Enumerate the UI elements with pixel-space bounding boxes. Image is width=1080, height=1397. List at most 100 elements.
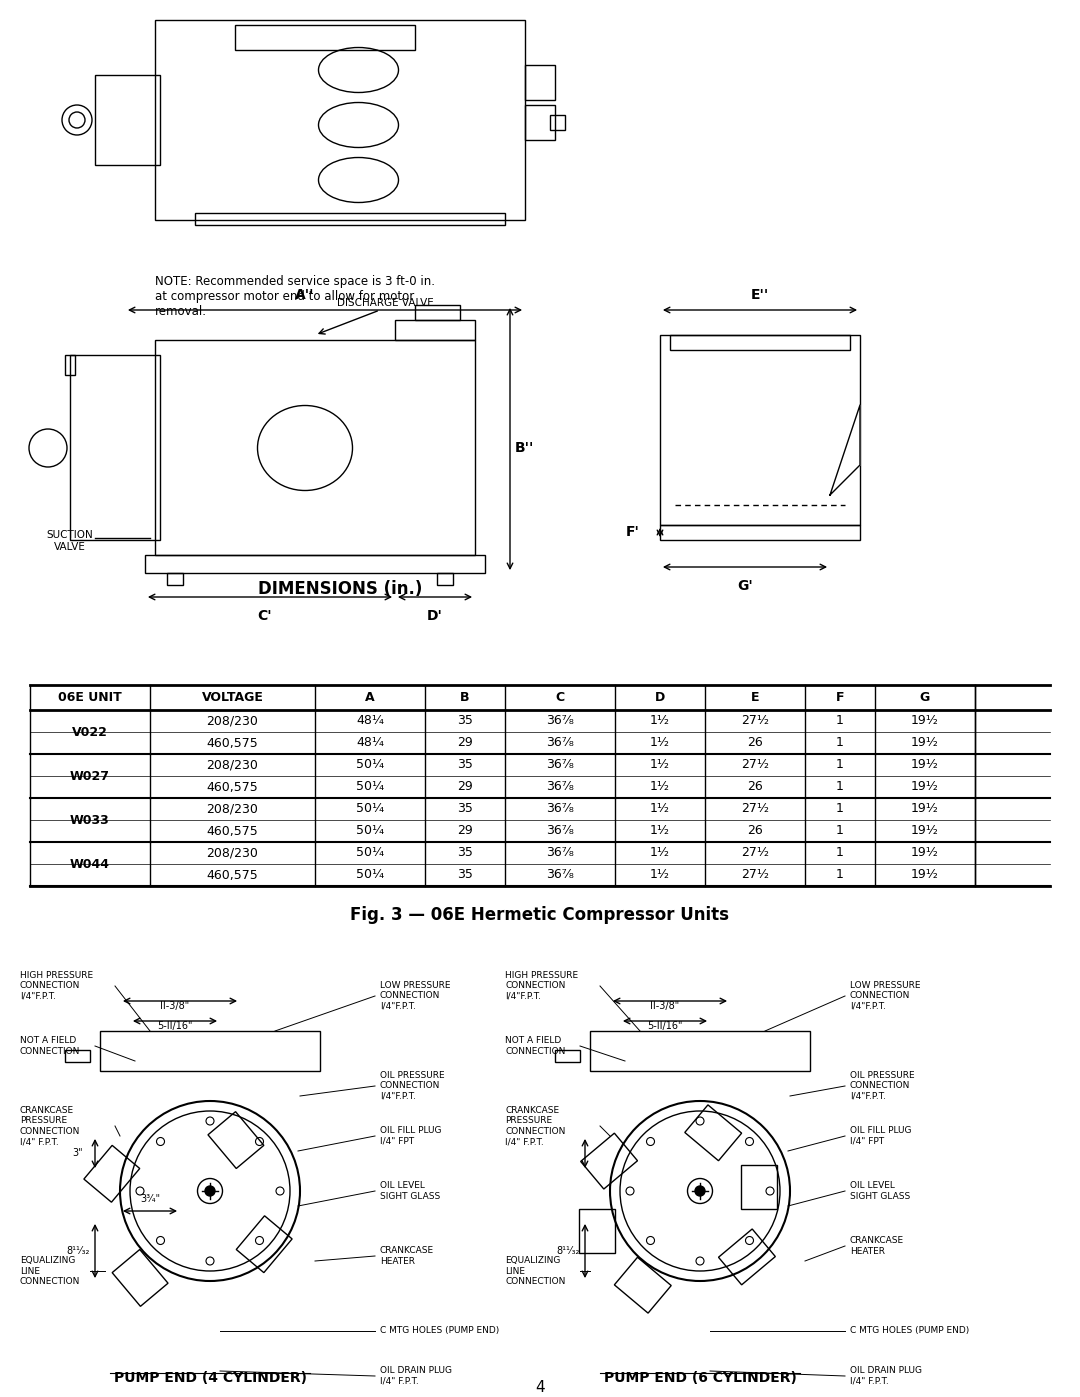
Text: 460,575: 460,575 — [206, 869, 258, 882]
Text: 208/230: 208/230 — [206, 759, 258, 771]
Text: 50¹⁄₄: 50¹⁄₄ — [356, 847, 384, 859]
Text: 50¹⁄₄: 50¹⁄₄ — [356, 802, 384, 816]
Bar — [550, 115, 565, 130]
Bar — [581, 1133, 637, 1189]
Text: C MTG HOLES (PUMP END): C MTG HOLES (PUMP END) — [850, 1327, 969, 1336]
Text: W027: W027 — [70, 770, 110, 782]
Text: Fig. 3 — 06E Hermetic Compressor Units: Fig. 3 — 06E Hermetic Compressor Units — [351, 907, 729, 923]
Text: 1¹⁄₂: 1¹⁄₂ — [650, 824, 670, 837]
Text: OIL FILL PLUG
I/4" FPT: OIL FILL PLUG I/4" FPT — [850, 1126, 912, 1146]
Text: 50¹⁄₄: 50¹⁄₄ — [356, 869, 384, 882]
Bar — [167, 573, 183, 585]
Text: 19¹⁄₂: 19¹⁄₂ — [912, 759, 939, 771]
Text: V022: V022 — [72, 725, 108, 739]
Text: E: E — [751, 692, 759, 704]
Text: 36⁷⁄₈: 36⁷⁄₈ — [546, 824, 573, 837]
Text: G': G' — [738, 578, 753, 592]
Text: 36⁷⁄₈: 36⁷⁄₈ — [546, 736, 573, 750]
Bar — [237, 1215, 292, 1273]
Text: 19¹⁄₂: 19¹⁄₂ — [912, 714, 939, 728]
Bar — [579, 1208, 615, 1253]
Bar — [415, 305, 460, 320]
Text: 19¹⁄₂: 19¹⁄₂ — [912, 824, 939, 837]
Text: 27¹⁄₂: 27¹⁄₂ — [741, 714, 769, 728]
Text: 35: 35 — [457, 714, 473, 728]
Text: 36⁷⁄₈: 36⁷⁄₈ — [546, 759, 573, 771]
Text: 1: 1 — [836, 802, 843, 816]
Text: CRANKCASE
HEATER: CRANKCASE HEATER — [380, 1246, 434, 1266]
Bar — [525, 66, 555, 101]
Text: 19¹⁄₂: 19¹⁄₂ — [912, 781, 939, 793]
Text: 35: 35 — [457, 847, 473, 859]
Text: 50¹⁄₄: 50¹⁄₄ — [356, 824, 384, 837]
Text: 36⁷⁄₈: 36⁷⁄₈ — [546, 781, 573, 793]
Text: NOT A FIELD
CONNECTION: NOT A FIELD CONNECTION — [21, 1037, 80, 1056]
Text: C': C' — [258, 609, 272, 623]
Text: 27¹⁄₂: 27¹⁄₂ — [741, 869, 769, 882]
Bar — [70, 355, 160, 541]
Text: 1: 1 — [836, 714, 843, 728]
Text: OIL DRAIN PLUG
I/4" F.P.T.: OIL DRAIN PLUG I/4" F.P.T. — [850, 1366, 922, 1386]
Text: II-3/8": II-3/8" — [650, 1002, 679, 1011]
Text: OIL PRESSURE
CONNECTION
I/4"F.P.T.: OIL PRESSURE CONNECTION I/4"F.P.T. — [380, 1071, 445, 1101]
Text: C: C — [555, 692, 565, 704]
Text: 29: 29 — [457, 824, 473, 837]
Polygon shape — [831, 405, 860, 495]
Bar — [555, 1051, 580, 1062]
Bar — [437, 573, 453, 585]
Text: DIMENSIONS (in.): DIMENSIONS (in.) — [258, 580, 422, 598]
Text: 1¹⁄₂: 1¹⁄₂ — [650, 869, 670, 882]
Text: SUCTION
VALVE: SUCTION VALVE — [46, 529, 93, 552]
Bar — [235, 25, 415, 50]
Text: 1: 1 — [836, 736, 843, 750]
Text: HIGH PRESSURE
CONNECTION
I/4"F.P.T.: HIGH PRESSURE CONNECTION I/4"F.P.T. — [505, 971, 578, 1000]
Text: 36⁷⁄₈: 36⁷⁄₈ — [546, 802, 573, 816]
Bar — [660, 525, 860, 541]
Text: F: F — [836, 692, 845, 704]
Text: 3³⁄₄": 3³⁄₄" — [140, 1194, 160, 1204]
Bar — [156, 339, 475, 555]
Text: LOW PRESSURE
CONNECTION
I/4"F.P.T.: LOW PRESSURE CONNECTION I/4"F.P.T. — [380, 981, 450, 1011]
Text: 5-II/16": 5-II/16" — [647, 1021, 683, 1031]
Text: 26: 26 — [747, 736, 762, 750]
Text: 27¹⁄₂: 27¹⁄₂ — [741, 759, 769, 771]
Text: 208/230: 208/230 — [206, 802, 258, 816]
Text: NOTE: Recommended service space is 3 ft-0 in.
at compressor motor end to allow f: NOTE: Recommended service space is 3 ft-… — [156, 275, 435, 319]
Text: 8¹¹⁄₃₂: 8¹¹⁄₃₂ — [67, 1246, 90, 1256]
Text: 8¹¹⁄₃₂: 8¹¹⁄₃₂ — [556, 1246, 580, 1256]
Text: 26: 26 — [747, 824, 762, 837]
Text: 50¹⁄₄: 50¹⁄₄ — [356, 781, 384, 793]
Text: 1: 1 — [836, 824, 843, 837]
Bar — [525, 105, 555, 140]
Text: 48¹⁄₄: 48¹⁄₄ — [356, 714, 384, 728]
Text: 19¹⁄₂: 19¹⁄₂ — [912, 847, 939, 859]
Text: 48¹⁄₄: 48¹⁄₄ — [356, 736, 384, 750]
Text: 35: 35 — [457, 759, 473, 771]
Bar — [670, 335, 850, 351]
Text: CRANKCASE
PRESSURE
CONNECTION
I/4" F.P.T.: CRANKCASE PRESSURE CONNECTION I/4" F.P.T… — [21, 1106, 80, 1146]
Text: 1: 1 — [836, 869, 843, 882]
Text: G: G — [920, 692, 930, 704]
Text: 1¹⁄₂: 1¹⁄₂ — [650, 714, 670, 728]
Text: E'': E'' — [751, 288, 769, 302]
Text: 1¹⁄₂: 1¹⁄₂ — [650, 802, 670, 816]
Bar — [84, 1146, 139, 1203]
Text: D: D — [654, 692, 665, 704]
Ellipse shape — [696, 1186, 705, 1196]
Text: 19¹⁄₂: 19¹⁄₂ — [912, 869, 939, 882]
Text: PUMP END (6 CYLINDER): PUMP END (6 CYLINDER) — [604, 1370, 796, 1384]
Bar — [590, 1031, 810, 1071]
Text: A: A — [365, 692, 375, 704]
Text: C MTG HOLES (PUMP END): C MTG HOLES (PUMP END) — [380, 1327, 499, 1336]
Text: OIL PRESSURE
CONNECTION
I/4"F.P.T.: OIL PRESSURE CONNECTION I/4"F.P.T. — [850, 1071, 915, 1101]
Bar — [718, 1229, 775, 1285]
Text: 27¹⁄₂: 27¹⁄₂ — [741, 802, 769, 816]
Text: 460,575: 460,575 — [206, 824, 258, 837]
Text: 5-II/16": 5-II/16" — [158, 1021, 192, 1031]
Text: 36⁷⁄₈: 36⁷⁄₈ — [546, 869, 573, 882]
Text: F': F' — [626, 525, 640, 539]
Text: 208/230: 208/230 — [206, 714, 258, 728]
Text: 19¹⁄₂: 19¹⁄₂ — [912, 802, 939, 816]
Text: 27¹⁄₂: 27¹⁄₂ — [741, 847, 769, 859]
Bar — [685, 1105, 742, 1161]
